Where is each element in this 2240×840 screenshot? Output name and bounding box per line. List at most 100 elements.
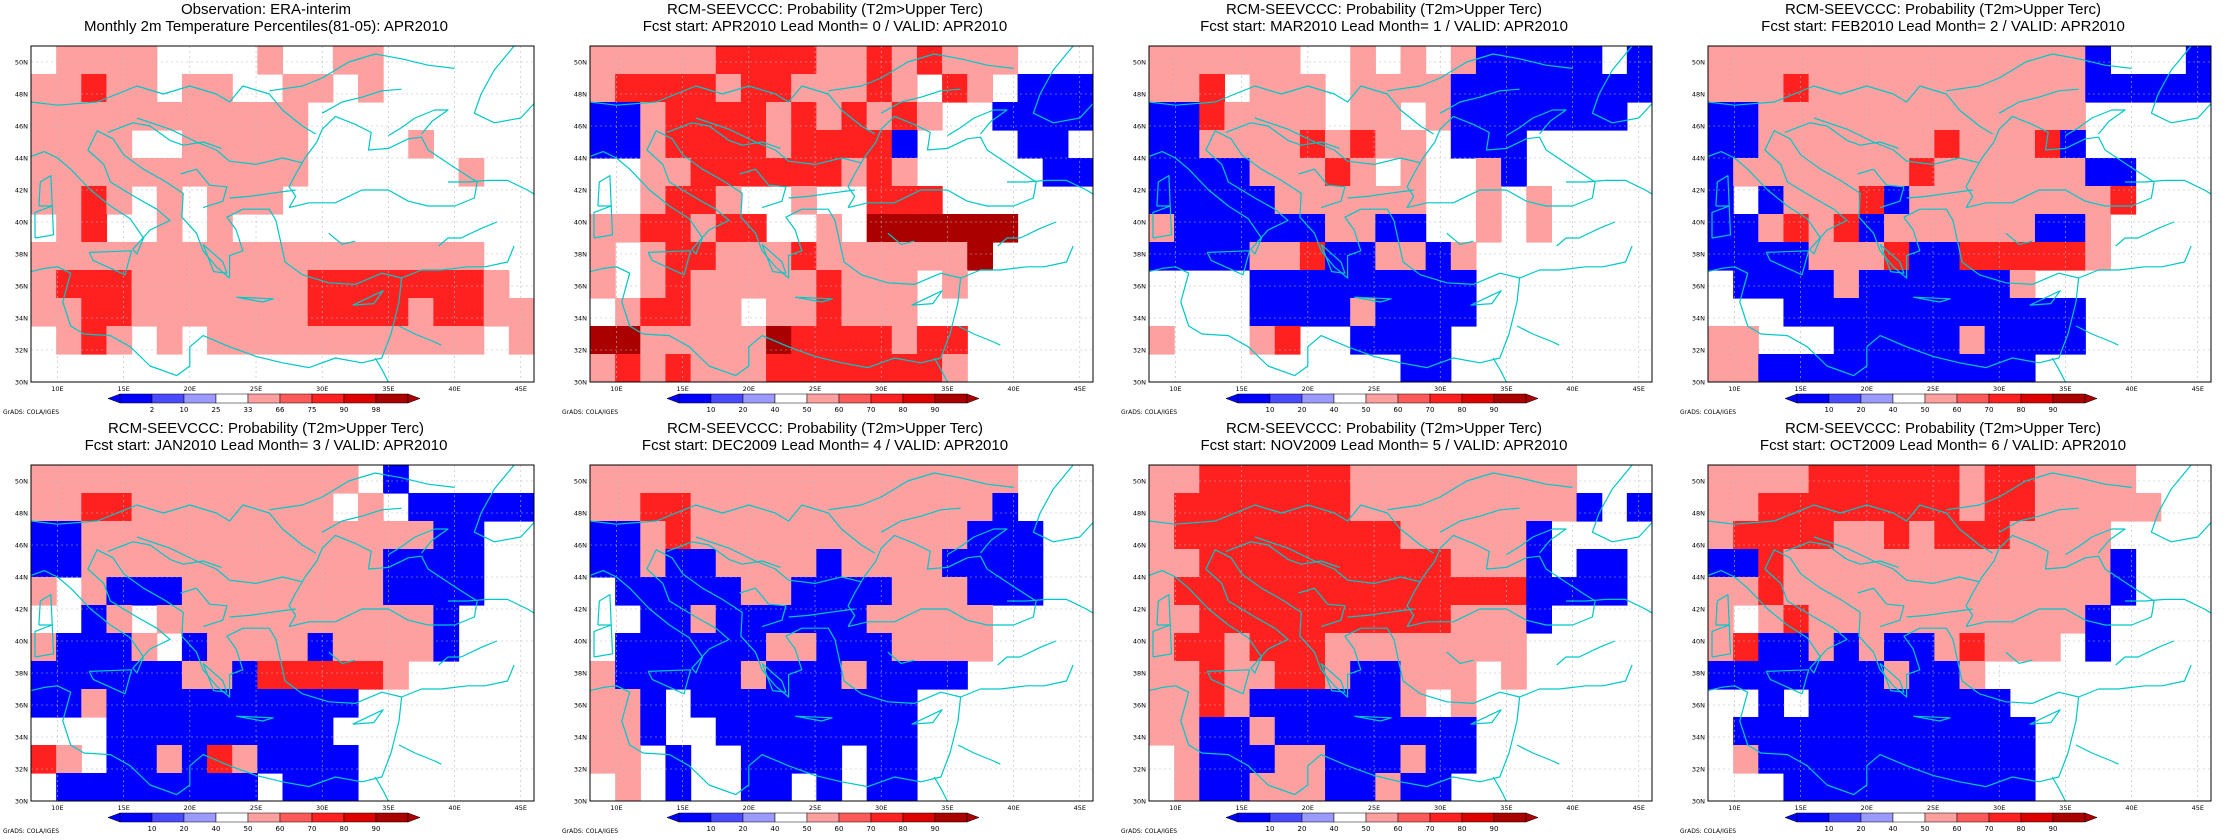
prob-cell xyxy=(1450,605,1477,634)
prob-cell xyxy=(1884,74,1910,103)
colorbar-segment xyxy=(934,393,968,404)
prob-cell xyxy=(942,74,968,103)
prob-cell xyxy=(1325,493,1351,522)
colorbar-label: 33 xyxy=(244,406,253,414)
prob-cell xyxy=(1808,270,1835,299)
prob-cell xyxy=(106,633,133,662)
prob-cell xyxy=(1783,465,1810,494)
prob-cell xyxy=(740,745,767,774)
coastline xyxy=(1506,109,1567,137)
prob-cell xyxy=(1350,74,1376,103)
prob-cell xyxy=(841,717,868,746)
lon-tick-label: 10E xyxy=(1169,385,1181,393)
prob-cell xyxy=(1199,46,1226,75)
prob-cell xyxy=(81,158,108,187)
prob-cell xyxy=(408,298,434,327)
prob-cell xyxy=(1858,717,1885,746)
coastline xyxy=(1439,507,1520,533)
prob-cell xyxy=(106,605,133,634)
prob-cell xyxy=(1708,326,1734,355)
coastline xyxy=(1765,250,1810,276)
prob-cell xyxy=(1758,745,1785,774)
colorbar-label: 60 xyxy=(1394,406,1403,414)
lon-tick-label: 40E xyxy=(2125,804,2137,812)
lat-tick-label: 30N xyxy=(1692,379,1705,387)
prob-cell xyxy=(282,633,309,662)
prob-cell xyxy=(1299,214,1326,243)
prob-cell xyxy=(1833,661,1860,690)
coastline xyxy=(31,549,403,796)
prob-cell xyxy=(1375,661,1402,690)
colorbar-label: 90 xyxy=(2049,406,2058,414)
prob-cell xyxy=(1475,158,1502,187)
prob-cell xyxy=(81,298,108,327)
prob-cell xyxy=(615,521,641,550)
prob-cell xyxy=(1526,577,1552,606)
prob-cell xyxy=(1501,74,1527,103)
prob-cell xyxy=(282,773,309,801)
prob-cell xyxy=(181,270,208,299)
prob-cell xyxy=(1934,242,1961,271)
prob-cell xyxy=(1884,214,1910,243)
prob-cell xyxy=(1808,605,1835,634)
prob-cell xyxy=(1833,689,1860,718)
colorbar-label: 25 xyxy=(212,406,221,414)
prob-cell xyxy=(1425,354,1452,382)
colorbar-label: 98 xyxy=(372,406,381,414)
prob-cell xyxy=(1959,745,1986,774)
colorbar-label: 10 xyxy=(707,825,716,833)
prob-cell xyxy=(1350,186,1376,215)
colorbar-segment xyxy=(806,812,840,823)
prob-cell xyxy=(992,46,1019,75)
prob-cell xyxy=(1909,130,1935,159)
prob-cell xyxy=(1959,521,1986,550)
prob-cell xyxy=(1984,633,2011,662)
prob-cell xyxy=(665,46,692,75)
coastline xyxy=(398,325,442,346)
prob-cell xyxy=(257,298,284,327)
prob-cell xyxy=(1400,521,1427,550)
prob-cell xyxy=(508,298,534,327)
prob-cell xyxy=(1475,577,1502,606)
prob-cell xyxy=(942,46,968,75)
colorbar-label: 80 xyxy=(1458,825,1467,833)
colorbar-label: 20 xyxy=(1298,825,1307,833)
prob-cell xyxy=(307,689,334,718)
prob-cell xyxy=(232,270,258,299)
coastline xyxy=(1387,53,1573,92)
prob-cell xyxy=(106,242,133,271)
prob-cell xyxy=(1475,465,1502,494)
colorbar-label: 70 xyxy=(867,825,876,833)
prob-cell xyxy=(2034,521,2061,550)
coastline xyxy=(269,53,455,92)
lon-tick-label: 30E xyxy=(875,385,887,393)
coastline xyxy=(647,669,692,695)
lat-tick-label: 32N xyxy=(15,766,28,774)
coastline xyxy=(1225,541,1340,568)
prob-cell xyxy=(1501,465,1527,494)
prob-cell xyxy=(1758,717,1785,746)
coastline xyxy=(2150,465,2211,543)
prob-cell xyxy=(2009,326,2036,355)
lon-tick-label: 25E xyxy=(250,385,262,393)
prob-cell xyxy=(232,465,258,494)
prob-cell xyxy=(257,326,284,355)
prob-cell xyxy=(1934,549,1961,578)
prob-cell xyxy=(2009,717,2036,746)
prob-cell xyxy=(1959,773,1986,801)
prob-cell xyxy=(640,493,667,522)
coastline xyxy=(202,662,228,693)
prob-cell xyxy=(81,549,108,578)
colorbar: 10 20 40 50 60 70 80 90 xyxy=(1225,393,1539,414)
prob-cell xyxy=(1350,214,1376,243)
prob-cell xyxy=(992,102,1019,131)
colorbar-segment xyxy=(311,393,345,404)
prob-cell xyxy=(640,689,667,718)
lat-tick-label: 38N xyxy=(15,251,28,259)
prob-cell xyxy=(715,46,742,75)
lon-tick-label: 15E xyxy=(1794,804,1806,812)
colorbar-segment xyxy=(1924,812,1958,823)
prob-cell xyxy=(665,605,692,634)
prob-cell xyxy=(357,577,384,606)
colorbar-arrow-right xyxy=(966,393,980,404)
